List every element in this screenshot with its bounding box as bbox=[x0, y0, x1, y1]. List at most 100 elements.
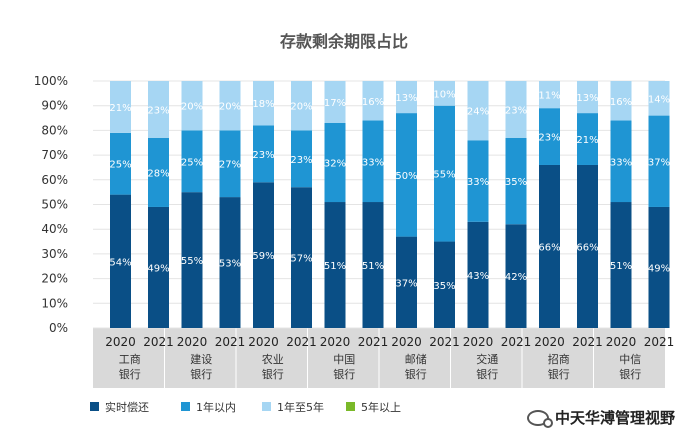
data-label: 17% bbox=[324, 98, 346, 109]
data-label: 27% bbox=[219, 160, 241, 171]
watermark-text: 中天华溥管理视野 bbox=[554, 409, 675, 427]
bank-label: 银行 bbox=[405, 367, 427, 381]
y-tick-label: 40% bbox=[41, 222, 68, 236]
data-label: 24% bbox=[467, 107, 489, 118]
chart-title: 存款剩余期限占比 bbox=[280, 32, 408, 51]
bar-segment bbox=[181, 192, 203, 328]
bar-segment bbox=[434, 105, 455, 242]
bar-segment bbox=[467, 140, 489, 222]
bar-segment bbox=[577, 164, 598, 328]
data-label: 55% bbox=[181, 256, 203, 267]
legend-label: 1年至5年 bbox=[277, 400, 324, 414]
data-label: 66% bbox=[576, 242, 598, 253]
bar-segment bbox=[505, 81, 527, 138]
data-label: 37% bbox=[395, 278, 417, 289]
bar-segment bbox=[219, 197, 241, 328]
year-label: 2020 bbox=[320, 335, 351, 349]
year-label: 2021 bbox=[429, 335, 460, 349]
bank-label: 邮储 bbox=[405, 352, 427, 366]
bar-segment bbox=[362, 120, 384, 203]
data-label: 59% bbox=[252, 251, 274, 262]
bar-segment bbox=[539, 108, 560, 165]
data-label: 33% bbox=[610, 157, 632, 168]
bar-segment bbox=[324, 122, 346, 203]
y-tick-label: 80% bbox=[41, 123, 68, 137]
bank-label: 中国 bbox=[333, 353, 355, 366]
y-tick-label: 50% bbox=[41, 198, 68, 212]
data-label: 42% bbox=[505, 272, 527, 283]
bar-segment bbox=[577, 113, 598, 165]
legend-swatch bbox=[181, 402, 190, 411]
bank-label: 交通 bbox=[476, 352, 498, 366]
data-label: 23% bbox=[538, 133, 560, 144]
data-label: 33% bbox=[467, 177, 489, 188]
year-label: 2020 bbox=[248, 335, 279, 349]
bar-segment bbox=[577, 81, 598, 114]
data-label: 21% bbox=[109, 103, 131, 114]
bank-label: 农业 bbox=[262, 352, 284, 366]
y-tick-label: 90% bbox=[41, 99, 68, 113]
bank-label: 银行 bbox=[190, 367, 212, 381]
year-label: 2020 bbox=[105, 335, 136, 349]
bar-segment bbox=[396, 236, 417, 328]
data-label: 51% bbox=[324, 261, 346, 272]
year-label: 2020 bbox=[391, 335, 422, 349]
data-label: 14% bbox=[648, 94, 670, 105]
data-label: 35% bbox=[505, 177, 527, 188]
data-label: 28% bbox=[147, 168, 169, 179]
bank-label: 银行 bbox=[333, 367, 355, 381]
legend-label: 5年以上 bbox=[361, 400, 401, 414]
bar-segment bbox=[539, 164, 560, 328]
y-axis: 0% 10% 20% 30% 40% 50% 60% 70% 80% 90% 100% bbox=[34, 74, 68, 335]
bars: 54% 25% 21% 49% 28% 23% 55% 25% 20% 53% 27% 20% 59% 2… bbox=[109, 81, 670, 328]
y-tick-label: 20% bbox=[41, 272, 68, 286]
bar-segment bbox=[110, 81, 131, 133]
bar-segment bbox=[253, 125, 274, 183]
data-label: 37% bbox=[648, 157, 670, 168]
bank-label: 银行 bbox=[476, 367, 498, 381]
bar-segment bbox=[181, 81, 203, 131]
bank-label: 中信 bbox=[619, 353, 641, 366]
data-label: 23% bbox=[252, 150, 274, 161]
data-label: 13% bbox=[576, 93, 598, 104]
data-label: 20% bbox=[181, 102, 203, 113]
bank-label: 银行 bbox=[548, 367, 570, 381]
data-label: 49% bbox=[147, 263, 169, 274]
legend-swatch bbox=[90, 402, 99, 411]
wechat-icon bbox=[526, 409, 553, 428]
data-label: 10% bbox=[433, 89, 455, 100]
bar-segment bbox=[181, 130, 203, 193]
bar-segment bbox=[362, 81, 384, 121]
year-label: 2021 bbox=[358, 335, 389, 349]
bar-segment bbox=[467, 81, 489, 141]
data-label: 33% bbox=[362, 157, 384, 168]
year-label: 2020 bbox=[177, 335, 208, 349]
data-label: 51% bbox=[362, 261, 384, 272]
year-label: 2020 bbox=[534, 335, 565, 349]
data-label: 16% bbox=[610, 97, 632, 108]
data-label: 51% bbox=[610, 261, 632, 272]
bar-segment bbox=[648, 115, 670, 207]
bar-segment bbox=[505, 137, 527, 225]
bar-segment bbox=[291, 130, 312, 188]
data-label: 13% bbox=[395, 93, 417, 104]
bar-segment bbox=[467, 221, 489, 328]
year-label: 2020 bbox=[463, 335, 494, 349]
bar-segment bbox=[110, 132, 131, 195]
legend-swatch bbox=[262, 402, 271, 411]
data-label: 20% bbox=[290, 102, 312, 113]
bank-label: 工商 bbox=[119, 352, 141, 366]
bar-segment bbox=[324, 202, 346, 328]
bar-segment bbox=[110, 194, 131, 328]
bar-segment bbox=[362, 202, 384, 328]
bar-segment bbox=[396, 81, 417, 114]
legend-swatch bbox=[346, 402, 355, 411]
data-label: 23% bbox=[505, 105, 527, 116]
year-label: 2021 bbox=[501, 335, 532, 349]
bar-segment bbox=[396, 113, 417, 237]
bank-label: 建设 bbox=[190, 352, 212, 366]
data-label: 21% bbox=[576, 135, 598, 146]
bar-segment bbox=[505, 224, 527, 328]
y-tick-label: 70% bbox=[41, 148, 68, 162]
